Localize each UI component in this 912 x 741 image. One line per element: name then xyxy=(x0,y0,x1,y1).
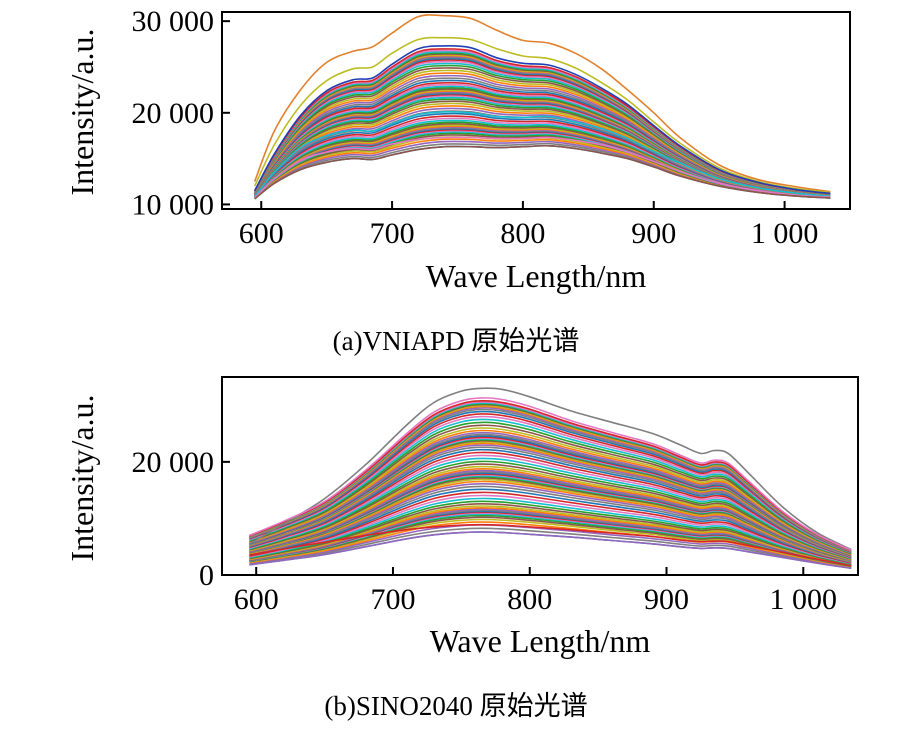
a-x-tick-label: 1 000 xyxy=(751,217,819,250)
b-spectrum-line xyxy=(249,465,852,561)
b-spectrum-line xyxy=(249,429,852,556)
b-y-tick-label: 0 xyxy=(199,559,214,592)
b-spectrum-line xyxy=(249,424,852,555)
b-spectrum-line xyxy=(249,454,852,559)
axis-ticks-b: 600 700 800 900 1 000 0 20 000 xyxy=(132,446,838,616)
b-spectrum-line xyxy=(249,482,852,563)
y-axis-label-a: Intensity/a.u. xyxy=(64,28,100,195)
b-x-tick-label: 600 xyxy=(234,583,279,616)
a-y-tick-label: 20 000 xyxy=(132,97,215,130)
b-spectrum-line-outer xyxy=(249,523,852,567)
b-spectrum-line xyxy=(249,413,852,554)
b-spectrum-line xyxy=(249,451,852,559)
b-spectrum-line xyxy=(249,457,852,560)
a-x-tick-label: 700 xyxy=(370,217,415,250)
plot-frame-a xyxy=(221,11,851,210)
b-spectrum-line xyxy=(249,410,852,553)
b-spectrum-line xyxy=(249,448,852,558)
b-spectrum-line xyxy=(249,467,852,561)
axis-ticks-a: 600 700 800 900 1 000 10 000 20 000 30 000 xyxy=(132,5,819,250)
b-spectrum-line xyxy=(249,415,852,554)
b-x-tick-label: 700 xyxy=(370,583,415,616)
b-spectrum-line xyxy=(249,460,852,560)
b-x-tick-label: 1 000 xyxy=(770,583,838,616)
x-axis-label-a: Wave Length/nm xyxy=(426,258,647,294)
y-axis-label-b: Intensity/a.u. xyxy=(64,394,100,561)
a-x-tick-label: 900 xyxy=(631,217,676,250)
b-x-tick-label: 900 xyxy=(644,583,689,616)
a-spectrum-line-outer xyxy=(253,14,831,193)
b-spectrum-line xyxy=(249,502,852,566)
a-spectrum-line-outer xyxy=(254,144,831,200)
b-spectrum-line xyxy=(249,431,852,556)
a-x-tick-label: 600 xyxy=(239,217,284,250)
b-spectrum-line xyxy=(249,399,852,552)
a-y-tick-label: 10 000 xyxy=(132,188,215,221)
a-spectrum-line-outer xyxy=(254,136,831,199)
b-spectrum-line xyxy=(249,469,852,561)
b-spectrum-line xyxy=(249,500,852,565)
b-spectrum-line xyxy=(249,506,852,566)
caption-b: (b)SINO2040 原始光谱 xyxy=(324,691,587,721)
series-group-a xyxy=(253,14,831,200)
b-spectrum-line-outer xyxy=(249,397,852,551)
a-x-tick-label: 800 xyxy=(500,217,545,250)
b-spectrum-line xyxy=(249,485,852,563)
caption-a: (a)VNIAPD 原始光谱 xyxy=(333,326,580,356)
b-spectrum-line xyxy=(249,497,852,565)
b-spectrum-line xyxy=(249,527,852,569)
b-spectrum-line xyxy=(249,463,852,560)
a-spectrum-line-outer xyxy=(254,111,831,198)
b-spectrum-line xyxy=(249,480,852,563)
x-axis-label-b: Wave Length/nm xyxy=(430,623,651,659)
chart-vniapd: 600 700 800 900 1 000 10 000 20 000 30 000 Inte… xyxy=(64,5,851,356)
a-spectrum-line-outer xyxy=(253,36,831,194)
b-spectrum-line-outer xyxy=(248,387,852,551)
b-spectrum-line xyxy=(249,508,852,566)
b-spectrum-line xyxy=(249,418,852,554)
b-spectrum-line xyxy=(249,446,852,558)
b-y-tick-label: 20 000 xyxy=(132,446,215,479)
b-spectrum-line xyxy=(249,421,852,555)
b-spectrum-line xyxy=(249,521,852,568)
b-spectrum-line xyxy=(249,488,852,564)
b-spectrum-line xyxy=(249,444,852,558)
b-x-tick-label: 800 xyxy=(507,583,552,616)
b-spectrum-line xyxy=(249,524,852,569)
b-spectrum-line xyxy=(249,494,852,565)
b-spectrum-line-outer xyxy=(249,531,852,569)
b-spectrum-line xyxy=(249,427,852,555)
a-y-tick-label: 30 000 xyxy=(132,5,215,38)
b-spectrum-line xyxy=(249,505,852,566)
b-spectrum-line xyxy=(249,433,852,556)
series-group-b xyxy=(248,387,852,569)
b-spectrum-line xyxy=(249,491,852,564)
b-spectrum-line xyxy=(249,516,852,567)
a-spectrum-line-outer xyxy=(253,45,831,195)
plot-frame-b xyxy=(221,376,859,576)
